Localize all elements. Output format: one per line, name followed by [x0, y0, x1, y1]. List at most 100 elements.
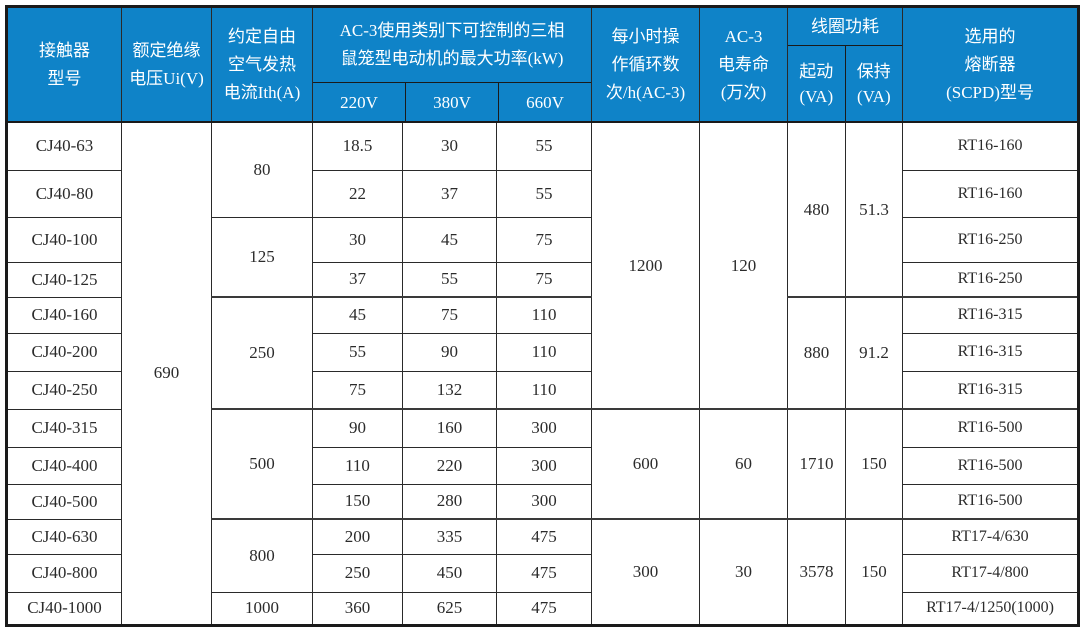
cell-kw380: 55 — [402, 261, 497, 298]
table-row: CJ40-630 800 200 335 475 300 30 3578 150… — [6, 518, 1080, 626]
header-ui: 额定绝缘 电压Ui(V) — [121, 6, 212, 123]
table-header: 接触器 型号 额定绝缘 电压Ui(V) 约定自由 空气发热 电流Ith(A) A… — [6, 6, 1080, 123]
header-fuse-line2: 熔断器 — [964, 54, 1016, 74]
header-cycles-line3: 次/h(AC-3) — [605, 82, 686, 102]
table-row: CJ40-80 22 37 55 RT16-160 — [6, 169, 1080, 218]
cell-fuse: RT16-315 — [902, 296, 1080, 334]
cell-kw660: 300 — [495, 408, 593, 448]
cell-coil-start: 3578 — [787, 518, 847, 626]
coil-group-wrap: 线圈功耗 起动 (VA) 保持 (VA) — [788, 8, 902, 121]
cell-coil-start: 1710 — [787, 408, 847, 520]
cell-model: CJ40-200 — [6, 332, 122, 372]
contactor-spec-table: 接触器 型号 额定绝缘 电压Ui(V) 约定自由 空气发热 电流Ith(A) A… — [5, 5, 1081, 627]
cell-kw660: 110 — [495, 370, 593, 410]
header-cycles-line1: 每小时操 — [611, 26, 680, 46]
cell-model: CJ40-630 — [6, 518, 122, 555]
table-row: CJ40-200 55 90 110 RT16-315 — [6, 332, 1080, 372]
coil-subheaders: 起动 (VA) 保持 (VA) — [789, 46, 902, 121]
cell-kw220: 360 — [312, 591, 403, 626]
header-model-line1: 接触器 — [39, 40, 90, 60]
header-fuse-line1: 选用的 — [964, 26, 1016, 46]
cell-model: CJ40-315 — [6, 408, 122, 448]
header-model: 接触器 型号 — [6, 6, 122, 123]
cell-kw660: 110 — [495, 296, 593, 334]
cell-kw220: 22 — [312, 169, 403, 218]
cell-coil-hold: 150 — [845, 408, 904, 520]
cell-kw380: 625 — [402, 591, 497, 626]
cell-kw660: 300 — [495, 446, 593, 485]
header-life-line1: AC-3 — [724, 26, 763, 46]
table-row: CJ40-1000 1000 360 625 475 RT17-4/1250(1… — [6, 591, 1080, 626]
cell-fuse: RT17-4/800 — [902, 553, 1080, 593]
cell-fuse: RT16-250 — [902, 216, 1080, 263]
cell-cycles: 600 — [591, 408, 701, 520]
header-model-line2: 型号 — [47, 68, 82, 88]
cell-ith: 125 — [211, 216, 313, 298]
cell-kw380: 280 — [402, 483, 497, 520]
cell-cycles: 1200 — [591, 121, 701, 410]
cell-model: CJ40-400 — [6, 446, 122, 485]
cell-model: CJ40-100 — [6, 216, 122, 263]
cell-kw220: 75 — [312, 370, 403, 410]
header-coil-start: 起动 (VA) — [789, 46, 845, 120]
cell-kw220: 110 — [312, 446, 403, 485]
cell-kw380: 132 — [402, 370, 497, 410]
cell-kw380: 220 — [402, 446, 497, 485]
cell-kw220: 55 — [312, 332, 403, 372]
cell-kw380: 30 — [402, 121, 497, 171]
cell-kw220: 37 — [312, 261, 403, 298]
cell-kw220: 18.5 — [312, 121, 403, 171]
cell-coil-hold: 91.2 — [845, 296, 904, 410]
table-row: CJ40-500 150 280 300 RT16-500 — [6, 483, 1080, 520]
cell-kw660: 55 — [495, 169, 593, 218]
header-220v: 220V — [340, 92, 378, 112]
table-body: CJ40-63 690 80 18.5 30 55 1200 120 480 5… — [6, 121, 1080, 626]
cell-kw380: 37 — [402, 169, 497, 218]
header-ui-line2: 电压Ui(V) — [129, 68, 204, 88]
cell-model: CJ40-160 — [6, 296, 122, 334]
cell-fuse: RT16-315 — [902, 370, 1080, 410]
cell-kw220: 45 — [312, 296, 403, 334]
cell-model: CJ40-63 — [6, 121, 122, 171]
cell-ith: 250 — [211, 296, 313, 410]
cell-kw660: 75 — [495, 216, 593, 263]
cell-kw660: 475 — [495, 518, 593, 555]
header-cycles: 每小时操 作循环数 次/h(AC-3) — [591, 6, 701, 123]
header-life: AC-3 电寿命 (万次) — [699, 6, 789, 123]
cell-model: CJ40-80 — [6, 169, 122, 218]
cell-kw220: 30 — [312, 216, 403, 263]
cell-kw380: 335 — [402, 518, 497, 555]
coil-hold-line2: (VA) — [856, 86, 891, 106]
coil-group-label: 线圈功耗 — [788, 8, 902, 46]
header-380v: 380V — [405, 83, 498, 121]
header-fuse: 选用的 熔断器 (SCPD)型号 — [902, 6, 1080, 123]
header-coil-hold: 保持 (VA) — [844, 46, 902, 121]
cell-model: CJ40-800 — [6, 553, 122, 593]
header-660v: 660V — [498, 83, 590, 121]
cell-life: 120 — [699, 121, 789, 410]
cell-coil-start: 480 — [787, 121, 847, 298]
cell-life: 30 — [699, 518, 789, 626]
cell-ith: 800 — [211, 518, 313, 593]
cell-kw380: 75 — [402, 296, 497, 334]
cell-ith: 1000 — [211, 591, 313, 626]
kw-group-label: AC-3使用类别下可控制的三相 鼠笼型电动机的最大功率(kW) — [313, 8, 591, 83]
table-row: CJ40-250 75 132 110 RT16-315 — [6, 370, 1080, 410]
cell-model: CJ40-500 — [6, 483, 122, 520]
cell-kw220: 150 — [312, 483, 403, 520]
cell-kw660: 110 — [495, 332, 593, 372]
cell-model: CJ40-250 — [6, 370, 122, 410]
table-row: CJ40-400 110 220 300 RT16-500 — [6, 446, 1080, 485]
header-ith: 约定自由 空气发热 电流Ith(A) — [211, 6, 313, 123]
cell-coil-start: 880 — [787, 296, 847, 410]
cell-fuse: RT17-4/1250(1000) — [902, 591, 1080, 626]
cell-coil-hold: 150 — [845, 518, 904, 626]
cell-ith: 500 — [211, 408, 313, 520]
header-fuse-line3: (SCPD)型号 — [946, 82, 1034, 102]
table-row: CJ40-800 250 450 475 RT17-4/800 — [6, 553, 1080, 593]
cell-kw660: 475 — [495, 591, 593, 626]
cell-life: 60 — [699, 408, 789, 520]
cell-fuse: RT16-500 — [902, 446, 1080, 485]
header-ui-line1: 额定绝缘 — [132, 40, 201, 60]
